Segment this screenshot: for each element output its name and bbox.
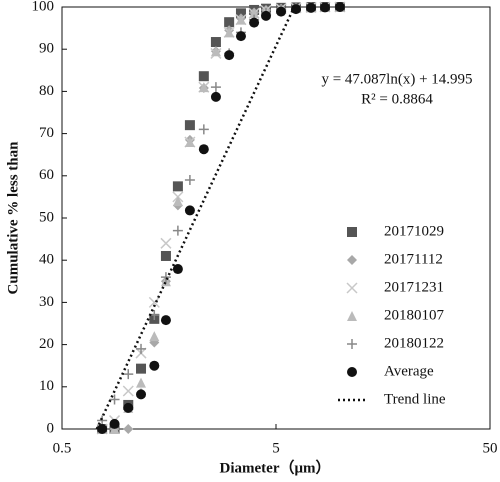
data-point [136,363,147,374]
data-point [172,181,183,192]
data-point [123,424,134,434]
data-point [160,237,172,249]
data-point [306,2,317,13]
legend-marker [347,339,357,349]
y-tick-label: 100 [32,0,55,14]
data-point [149,360,160,371]
trend-line [95,6,296,430]
data-point [97,424,108,434]
data-point [198,82,209,93]
legend-marker [346,282,358,294]
data-point [235,14,246,25]
data-point [136,389,147,400]
data-point [261,10,272,21]
data-point [198,71,209,82]
data-point [210,37,221,48]
data-point [249,17,260,28]
y-tick-label: 0 [47,420,55,436]
data-point [290,4,301,15]
data-point [210,46,221,57]
data-point [210,91,221,102]
data-point [149,331,160,342]
legend-label: 20180122 [384,335,444,351]
data-point [334,2,345,12]
data-point [235,31,246,42]
y-tick-label: 30 [39,294,54,310]
data-point [276,6,287,17]
data-point [184,120,195,131]
data-point [136,343,147,354]
data-point [172,196,183,207]
y-tick-label: 90 [39,41,54,57]
y-tick-label: 70 [39,125,54,141]
trend-equation: y = 47.087ln(x) + 14.995 [321,71,472,87]
data-point [109,394,120,405]
data-point [123,402,134,413]
data-point [184,175,195,186]
legend-label: 20180107 [384,307,445,323]
y-tick-label: 50 [39,209,54,225]
data-point [123,369,134,380]
legend-marker [347,367,357,377]
x-tick-label: 5 [272,440,280,456]
data-point [249,7,260,18]
data-point [184,137,195,148]
data-point [224,27,235,38]
legend-label: 20171231 [384,279,444,295]
data-point [148,296,160,308]
x-axis-label: Diameter（μm） [220,458,331,476]
legend-marker [347,227,357,237]
legend-label: 20171029 [384,223,444,239]
data-point [109,418,120,429]
data-point [172,264,183,275]
data-point [235,8,246,19]
data-point [224,50,235,61]
x-tick-label: 0.5 [53,440,72,456]
legend-label: Average [384,363,434,379]
data-point [172,225,183,236]
data-point [97,415,108,426]
y-axis-label: Cumulative % less than [5,141,21,295]
data-point [319,2,330,13]
data-point [198,124,209,135]
legend-label: Trend line [384,391,446,407]
data-point [210,82,221,93]
data-point [184,205,195,216]
legend-marker [347,311,357,321]
legend-marker [347,255,357,265]
data-point [136,377,147,388]
y-tick-label: 40 [39,252,54,268]
x-tick-label: 50 [483,440,498,456]
data-point [160,250,171,261]
data-point [160,315,171,326]
y-tick-label: 60 [39,167,54,183]
data-point [109,424,120,434]
y-tick-label: 80 [39,83,54,99]
data-point [122,385,134,397]
y-tick-label: 20 [39,336,54,352]
legend-label: 20171112 [384,251,443,267]
r-squared: R² = 0.8864 [361,91,433,107]
y-tick-label: 10 [39,378,54,394]
data-point [224,17,235,28]
data-point [198,144,209,155]
data-point [160,272,171,283]
